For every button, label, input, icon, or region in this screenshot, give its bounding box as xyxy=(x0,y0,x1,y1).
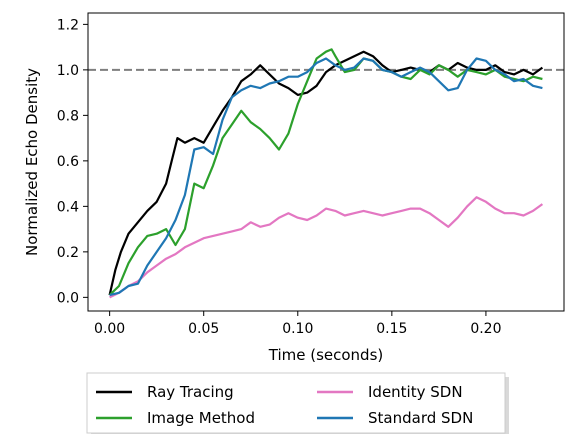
x-tick-label: 0.00 xyxy=(94,321,125,337)
legend: Ray Tracing Image Method Identity SDN Stand… xyxy=(86,372,509,434)
legend-label: Standard SDN xyxy=(368,409,473,427)
x-axis-ticks: 0.00 0.05 0.10 0.15 0.20 xyxy=(94,311,502,337)
y-tick-label: 1.2 xyxy=(57,17,79,33)
series-line-3 xyxy=(109,196,544,299)
legend-box xyxy=(86,372,506,434)
x-tick-label: 0.20 xyxy=(470,321,501,337)
x-tick-label: 0.10 xyxy=(282,321,313,337)
series-line-4 xyxy=(109,57,543,297)
y-tick-label: 1.0 xyxy=(57,63,79,79)
y-tick-label: 0.8 xyxy=(57,108,79,124)
plot-lines xyxy=(88,48,564,299)
axes-frame xyxy=(87,12,565,312)
x-tick-label: 0.15 xyxy=(376,321,407,337)
legend-label: Identity SDN xyxy=(368,383,463,401)
x-axis-label: Time (seconds) xyxy=(268,346,384,364)
series-line-1 xyxy=(108,50,544,296)
y-tick-label: 0.2 xyxy=(57,245,79,261)
y-tick-label: 0.0 xyxy=(57,290,79,306)
y-tick-label: 0.4 xyxy=(57,199,79,215)
y-tick-label: 0.6 xyxy=(57,154,79,170)
legend-label: Image Method xyxy=(147,409,255,427)
legend-label: Ray Tracing xyxy=(147,383,234,401)
y-axis-ticks: 0.0 0.2 0.4 0.6 0.8 1.0 1.2 xyxy=(57,17,88,306)
series-line-2 xyxy=(108,48,543,296)
x-tick-label: 0.05 xyxy=(188,321,219,337)
y-axis-label: Normalized Echo Density xyxy=(23,68,41,256)
